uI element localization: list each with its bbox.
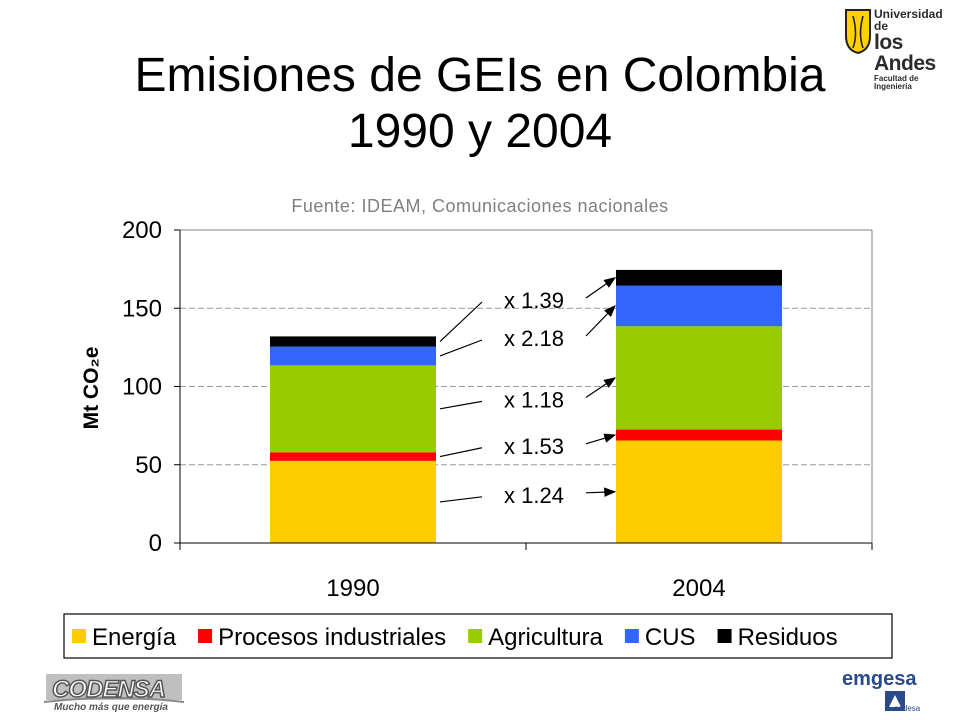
codensa-swoosh-icon [44, 674, 185, 703]
leader-line-1990 [439, 496, 483, 503]
bar-segment [270, 346, 436, 366]
bar-segment [270, 452, 436, 461]
slide-title: Emisiones de GEIs en Colombia 1990 y 200… [0, 48, 960, 160]
legend-label: Agricultura [488, 624, 603, 651]
bar-segment [270, 460, 436, 543]
multiplier-label: x 1.18 [504, 387, 564, 412]
emgesa-logo: emgesa endesa [840, 666, 950, 716]
endesa-mark-icon [885, 691, 905, 711]
legend-label: CUS [645, 624, 696, 651]
y-tick-label: 100 [122, 374, 162, 401]
uandes-line-1: Universidad de [874, 7, 943, 33]
annotation-layer: x 1.24 x 1.53 x 1.18 x 2.18 x 1.39 [439, 277, 617, 508]
axis-layer: 0 50 100 150 200 1990 2004 [122, 217, 873, 602]
leader-arrow-2004 [585, 305, 616, 337]
uandes-line-3: Facultad de Ingeniería [874, 74, 919, 91]
uandes-line-2: los Andes [874, 31, 936, 75]
legend-swatch [72, 629, 86, 643]
y-axis-label: Mt CO₂e [80, 347, 103, 430]
leader-arrow-2004 [585, 487, 617, 497]
y-tick-label: 200 [122, 217, 162, 244]
bar-segment [616, 269, 782, 286]
multiplier-label: x 1.39 [504, 288, 564, 313]
legend-label: Residuos [738, 624, 838, 651]
bar-segment [616, 429, 782, 441]
multiplier-label: x 1.53 [504, 434, 564, 459]
bar-segment [616, 285, 782, 327]
multiplier-label: x 1.24 [504, 483, 564, 508]
uandes-shield-icon [845, 9, 871, 54]
legend: Energía Procesos industriales Agricultura C… [63, 613, 893, 659]
bar-segment [616, 326, 782, 430]
bar-segment [616, 440, 782, 543]
legend-swatch [468, 629, 483, 643]
leader-line-1990 [439, 301, 483, 342]
multiplier-label: x 2.18 [504, 326, 564, 351]
title-line-1: Emisiones de GEIs en Colombia [134, 49, 826, 102]
legend-swatch [624, 629, 639, 643]
x-tick-label: 1990 [326, 575, 379, 602]
legend-label: Procesos industriales [218, 624, 446, 651]
leader-arrow-2004 [585, 433, 617, 445]
leader-arrow-2004 [585, 377, 616, 398]
y-tick-label: 150 [122, 295, 162, 322]
y-tick-label: 0 [149, 530, 162, 557]
emgesa-wordmark: emgesa [842, 668, 917, 690]
endesa-wordmark: endesa [894, 704, 921, 713]
bars-layer [270, 269, 782, 543]
chart-subtitle: Fuente: IDEAM, Comunicaciones nacionales [291, 196, 668, 216]
leader-line-1990 [439, 339, 483, 357]
x-tick-label: 2004 [672, 575, 725, 602]
bar-segment [270, 365, 436, 453]
uandes-logo: Universidad de los Andes Facultad de Ing… [844, 6, 956, 91]
bar-segment [270, 336, 436, 347]
leader-arrow-2004 [585, 277, 616, 299]
legend-swatch [198, 629, 213, 643]
codensa-logo: CODENSA Mucho más que energía [44, 672, 186, 716]
leader-line-1990 [439, 447, 483, 458]
legend-swatch [717, 629, 732, 643]
y-tick-label: 50 [135, 452, 162, 479]
title-line-2: 1990 y 2004 [347, 105, 613, 158]
codensa-tagline: Mucho más que energía [54, 702, 168, 713]
leader-line-1990 [439, 400, 483, 410]
codensa-wordmark: CODENSA [51, 675, 167, 704]
legend-label: Energía [92, 624, 177, 651]
